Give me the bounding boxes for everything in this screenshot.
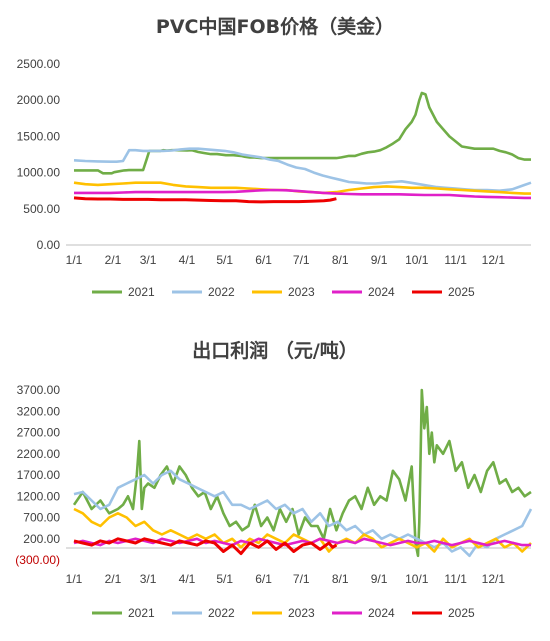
x-tick-label: 12/1 bbox=[482, 253, 506, 267]
x-tick-label: 11/1 bbox=[444, 253, 467, 267]
x-tick-label: 9/1 bbox=[371, 572, 388, 586]
x-tick-label: 8/1 bbox=[332, 572, 349, 586]
y-tick-label: 2700.00 bbox=[17, 426, 61, 440]
x-tick-label: 7/1 bbox=[293, 253, 310, 267]
y-tick-label: 200.00 bbox=[23, 532, 60, 546]
x-tick-label: 2/1 bbox=[105, 253, 122, 267]
legend-label-2025: 2025 bbox=[448, 285, 475, 299]
y-tick-label: (300.00) bbox=[15, 553, 60, 567]
series-line-2024 bbox=[74, 188, 531, 200]
x-tick-label: 9/1 bbox=[371, 253, 388, 267]
chart-fob-price: PVC中国FOB价格（美金） 2500.00 2000.00 1500.00 1000… bbox=[17, 15, 532, 299]
x-tick-label: 1/1 bbox=[66, 572, 83, 586]
x-tick-label: 1/1 bbox=[66, 253, 83, 267]
y-tick-label: 700.00 bbox=[23, 511, 60, 525]
chart-export-profit: 出口利润 （元/吨） 3700.00 3200.00 2700.00 2200.00 1… bbox=[15, 339, 533, 620]
x-tick-label: 3/1 bbox=[140, 253, 157, 267]
x-tick-label: 8/1 bbox=[332, 253, 349, 267]
series-line-2024 bbox=[73, 537, 531, 547]
y-tick-label: 3700.00 bbox=[17, 383, 61, 397]
y-tick-label: 1500.00 bbox=[17, 129, 61, 143]
legend-label-2023: 2023 bbox=[288, 285, 315, 299]
legend-label-2022: 2022 bbox=[208, 606, 235, 620]
y-tick-label: 1700.00 bbox=[17, 468, 61, 482]
y-tick-label: 500.00 bbox=[23, 202, 60, 216]
y-tick-label: 1000.00 bbox=[17, 166, 61, 180]
legend-label-2025: 2025 bbox=[448, 606, 475, 620]
y-tick-label: 3200.00 bbox=[17, 404, 61, 418]
x-tick-label: 4/1 bbox=[179, 253, 196, 267]
y-tick-label: 2200.00 bbox=[17, 447, 61, 461]
legend-label-2022: 2022 bbox=[208, 285, 235, 299]
legend-label-2021: 2021 bbox=[128, 285, 155, 299]
series-line-2022 bbox=[73, 469, 533, 558]
x-tick-label: 11/1 bbox=[444, 572, 467, 586]
series-line-2025 bbox=[73, 537, 338, 556]
legend-label-2023: 2023 bbox=[288, 606, 315, 620]
x-tick-label: 3/1 bbox=[140, 572, 157, 586]
series-line-2023 bbox=[73, 507, 532, 553]
x-tick-label: 5/1 bbox=[216, 253, 233, 267]
legend-label-2021: 2021 bbox=[128, 606, 155, 620]
series-line-2021 bbox=[72, 388, 532, 558]
y-tick-label: 2000.00 bbox=[17, 93, 61, 107]
y-tick-label: 2500.00 bbox=[17, 57, 61, 71]
y-tick-label: 1200.00 bbox=[17, 489, 61, 503]
x-tick-label: 12/1 bbox=[482, 572, 506, 586]
x-tick-label: 4/1 bbox=[179, 572, 196, 586]
x-tick-label: 5/1 bbox=[216, 572, 233, 586]
x-tick-label: 2/1 bbox=[105, 572, 122, 586]
legend-label-2024: 2024 bbox=[368, 606, 395, 620]
series-line-2021 bbox=[74, 91, 531, 175]
y-tick-label: 0.00 bbox=[37, 238, 61, 252]
series-line-2025 bbox=[73, 196, 337, 204]
x-tick-label: 10/1 bbox=[405, 253, 429, 267]
x-tick-label: 6/1 bbox=[255, 253, 272, 267]
chart-title: 出口利润 （元/吨） bbox=[192, 339, 358, 362]
x-tick-label: 10/1 bbox=[405, 572, 429, 586]
chart-title: PVC中国FOB价格（美金） bbox=[156, 15, 394, 38]
x-tick-label: 6/1 bbox=[255, 572, 272, 586]
x-tick-label: 7/1 bbox=[293, 572, 310, 586]
legend-label-2024: 2024 bbox=[368, 285, 395, 299]
